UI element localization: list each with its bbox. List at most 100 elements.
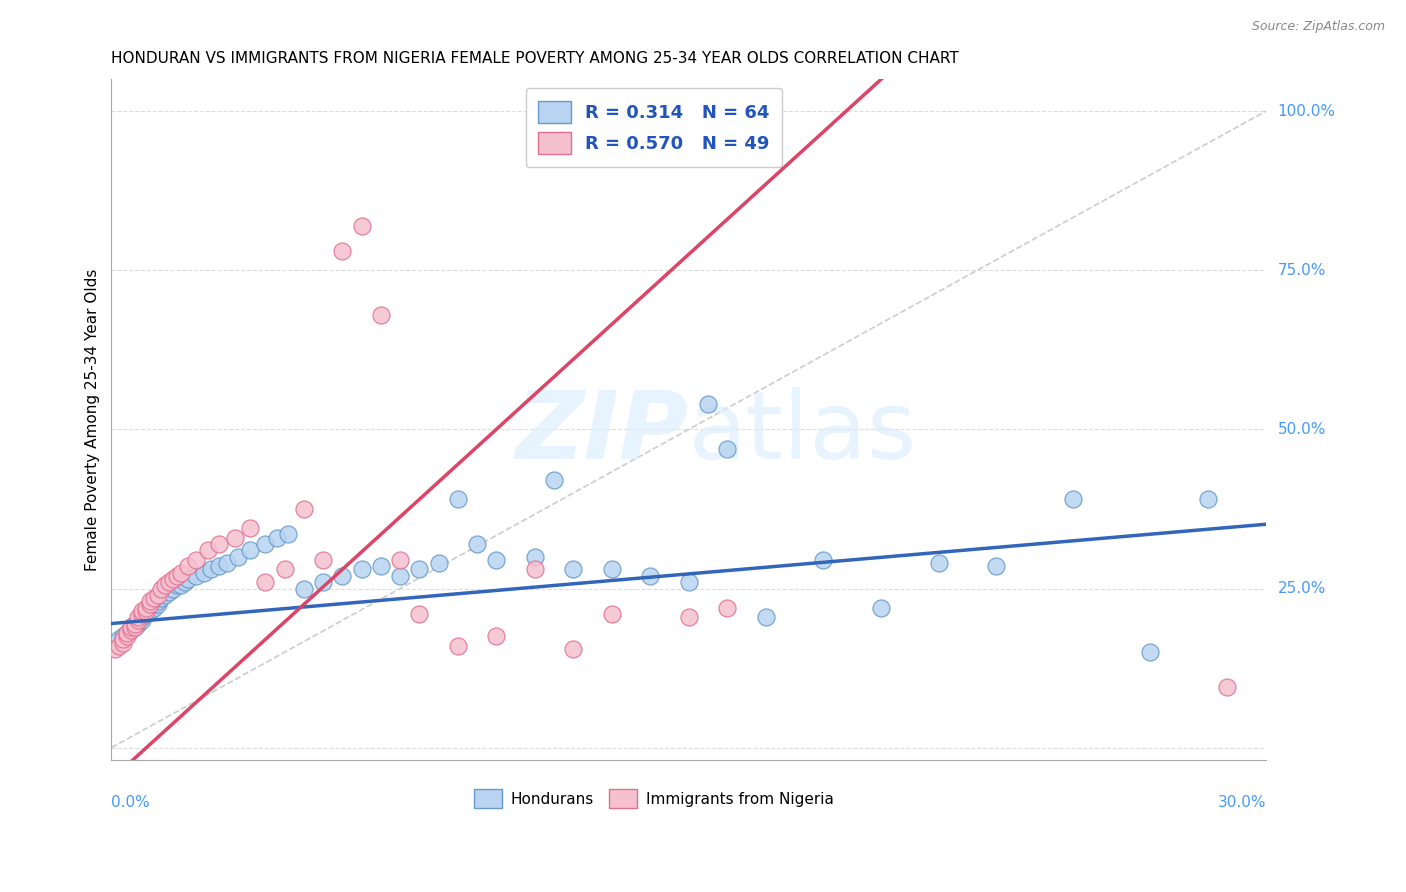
Point [127, 616, 149, 631]
Point [447, 492, 470, 507]
Point [115, 626, 138, 640]
Point [146, 588, 169, 602]
Point [142, 598, 165, 612]
Point [104, 642, 127, 657]
Point [408, 562, 430, 576]
Point [139, 604, 162, 618]
Point [150, 582, 173, 596]
Point [120, 620, 142, 634]
Point [292, 502, 315, 516]
Point [131, 604, 153, 618]
Point [108, 639, 131, 653]
Point [447, 639, 470, 653]
Point [370, 308, 392, 322]
Point [193, 566, 215, 580]
Point [239, 543, 262, 558]
Point [135, 600, 157, 615]
Point [562, 562, 585, 576]
Point [120, 623, 142, 637]
Point [1139, 645, 1161, 659]
Text: 50.0%: 50.0% [1278, 422, 1326, 437]
Point [135, 604, 157, 618]
Text: 100.0%: 100.0% [1278, 103, 1336, 119]
Y-axis label: Female Poverty Among 25-34 Year Olds: Female Poverty Among 25-34 Year Olds [86, 268, 100, 571]
Point [170, 566, 193, 580]
Point [562, 642, 585, 657]
Point [638, 569, 661, 583]
Point [600, 562, 623, 576]
Point [146, 598, 169, 612]
Point [155, 588, 177, 602]
Point [215, 556, 238, 570]
Text: 30.0%: 30.0% [1218, 796, 1265, 811]
Point [120, 620, 142, 634]
Point [277, 527, 299, 541]
Point [523, 549, 546, 564]
Point [162, 582, 184, 596]
Point [312, 575, 335, 590]
Point [124, 620, 146, 634]
Point [139, 600, 162, 615]
Point [124, 616, 146, 631]
Point [115, 626, 138, 640]
Point [986, 559, 1008, 574]
Point [111, 632, 134, 647]
Point [170, 578, 193, 592]
Point [273, 562, 295, 576]
Point [228, 549, 250, 564]
Point [523, 562, 546, 576]
Point [389, 553, 412, 567]
Point [115, 629, 138, 643]
Point [870, 600, 893, 615]
Point [350, 562, 373, 576]
Text: Source: ZipAtlas.com: Source: ZipAtlas.com [1251, 20, 1385, 33]
Point [124, 616, 146, 631]
Point [177, 559, 200, 574]
Point [485, 629, 508, 643]
Point [678, 575, 700, 590]
Text: 75.0%: 75.0% [1278, 263, 1326, 277]
Point [928, 556, 950, 570]
Point [162, 572, 184, 586]
Point [208, 537, 231, 551]
Point [208, 559, 231, 574]
Point [254, 575, 277, 590]
Point [696, 397, 718, 411]
Point [678, 610, 700, 624]
Point [1062, 492, 1084, 507]
Point [1216, 680, 1239, 694]
Point [239, 521, 262, 535]
Point [166, 578, 188, 592]
Point [184, 569, 207, 583]
Point [139, 594, 162, 608]
Point [197, 543, 219, 558]
Point [600, 607, 623, 621]
Point [543, 473, 565, 487]
Point [177, 572, 200, 586]
Point [427, 556, 450, 570]
Point [1197, 492, 1219, 507]
Point [157, 584, 180, 599]
Point [755, 610, 778, 624]
Point [716, 600, 738, 615]
Point [131, 613, 153, 627]
Point [157, 575, 180, 590]
Point [389, 569, 412, 583]
Point [350, 219, 373, 233]
Point [108, 632, 131, 647]
Point [408, 607, 430, 621]
Point [485, 553, 508, 567]
Point [813, 553, 835, 567]
Point [146, 594, 169, 608]
Point [131, 610, 153, 624]
Point [155, 578, 177, 592]
Point [292, 582, 315, 596]
Point [120, 623, 142, 637]
Point [184, 553, 207, 567]
Point [124, 620, 146, 634]
Text: atlas: atlas [689, 387, 917, 480]
Point [370, 559, 392, 574]
Point [135, 607, 157, 621]
Point [330, 569, 353, 583]
Point [150, 591, 173, 605]
